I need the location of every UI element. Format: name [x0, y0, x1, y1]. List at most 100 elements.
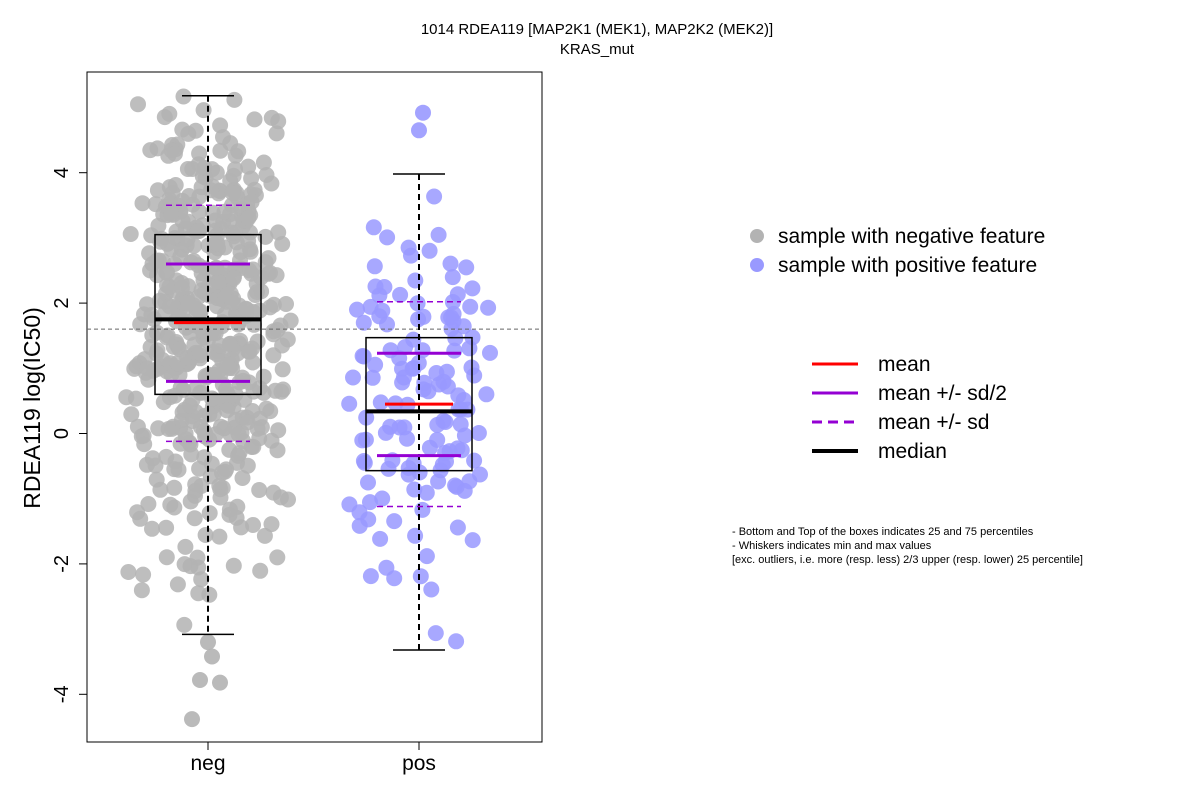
data-point [399, 430, 415, 447]
legend-line-label: mean +/- sd [878, 411, 989, 434]
data-point [365, 219, 382, 236]
data-point [201, 431, 218, 448]
data-point [407, 527, 424, 544]
data-point [427, 625, 444, 642]
data-point [140, 496, 157, 512]
data-point [251, 380, 268, 397]
data-point [144, 327, 161, 344]
box-layer [154, 95, 473, 651]
data-point [482, 344, 498, 361]
axis-layer: -4 -2 0 2 4 neg pos [51, 167, 436, 775]
legend-point-label: sample with negative feature [778, 225, 1045, 248]
note-line: [exc. outliers, i.e. more (resp. less) 2… [732, 554, 1083, 566]
data-point [132, 510, 149, 527]
data-point [122, 226, 139, 242]
data-point [158, 549, 175, 566]
data-point [405, 360, 422, 376]
data-point [226, 91, 243, 108]
data-point [231, 445, 248, 461]
data-point [351, 517, 368, 534]
data-point [421, 242, 438, 259]
data-point [173, 279, 190, 296]
data-point [379, 229, 396, 246]
data-point [426, 188, 443, 205]
data-point [208, 259, 225, 276]
data-point [224, 185, 241, 202]
data-point [133, 582, 150, 599]
data-point [448, 478, 465, 495]
data-point [182, 436, 199, 453]
data-point [455, 318, 472, 335]
data-point [345, 369, 361, 386]
data-point [257, 228, 274, 245]
data-point [206, 366, 223, 383]
data-point [212, 489, 229, 506]
data-point [166, 479, 183, 496]
data-point [191, 345, 208, 361]
data-point [448, 633, 465, 650]
y-tick-label: 2 [51, 298, 73, 309]
data-point [163, 206, 180, 223]
data-point [230, 426, 247, 443]
data-point [161, 278, 178, 295]
data-point [242, 224, 258, 241]
data-point [269, 549, 286, 566]
data-point [449, 286, 466, 303]
data-point [224, 294, 241, 311]
data-point [376, 279, 393, 295]
data-point [418, 548, 435, 565]
data-point [192, 320, 209, 337]
data-point [156, 109, 173, 126]
data-point [201, 505, 218, 522]
data-point [263, 175, 280, 192]
data-point [364, 369, 381, 386]
data-point [480, 299, 497, 316]
data-point [458, 259, 475, 276]
x-tick-label: neg [190, 752, 225, 775]
data-point [268, 125, 285, 142]
data-point [223, 224, 240, 241]
data-point [211, 528, 228, 545]
data-point [362, 568, 379, 585]
outlier-point [415, 104, 431, 121]
data-point [149, 140, 166, 157]
outlier-point [411, 122, 427, 139]
data-point [134, 195, 151, 212]
data-point [472, 466, 488, 483]
data-point [201, 586, 218, 603]
data-point [135, 566, 152, 583]
outlier-point [192, 672, 208, 688]
data-point [382, 418, 399, 435]
data-point [420, 383, 437, 400]
data-point [362, 494, 378, 511]
data-point [176, 556, 193, 573]
data-point [434, 456, 451, 473]
data-point [412, 568, 429, 585]
data-point [430, 473, 447, 490]
data-point [464, 532, 481, 549]
data-point [256, 527, 273, 544]
data-point [141, 245, 158, 262]
data-point [219, 402, 235, 419]
outlier-point [204, 648, 220, 665]
data-point [374, 302, 391, 319]
data-point [191, 188, 208, 205]
data-point [234, 470, 251, 486]
data-point [149, 182, 166, 199]
legend-point-marker [750, 258, 764, 272]
legend-line-label: median [878, 440, 947, 463]
data-point [438, 363, 455, 380]
data-point [268, 267, 285, 284]
data-point [180, 295, 197, 312]
data-point [274, 236, 291, 252]
data-point [414, 501, 431, 518]
note-line: - Whiskers indicates min and max values [732, 540, 932, 552]
data-point [265, 296, 282, 313]
data-point [252, 562, 269, 579]
data-point [239, 457, 256, 474]
data-point [219, 356, 236, 373]
data-point [158, 519, 175, 536]
data-point [394, 360, 410, 377]
data-point [150, 420, 167, 437]
data-point [367, 356, 384, 373]
